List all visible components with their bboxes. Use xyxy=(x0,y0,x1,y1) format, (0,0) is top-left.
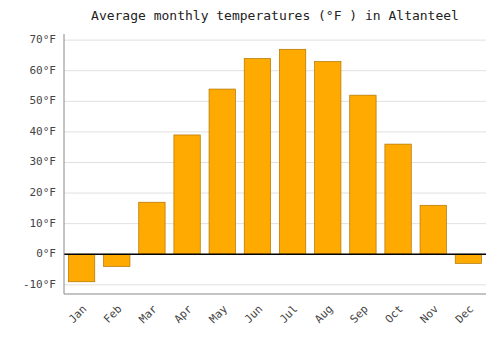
x-axis-line xyxy=(64,294,486,295)
x-tick-label: Jan xyxy=(66,303,89,326)
y-tick-label: -10°F xyxy=(23,278,56,291)
bar xyxy=(350,95,376,254)
grid-line xyxy=(64,284,486,285)
bar xyxy=(244,58,270,254)
zero-line xyxy=(64,253,486,255)
y-axis-line xyxy=(64,34,65,294)
y-tick-label: 30°F xyxy=(30,155,57,168)
x-tick-label: Oct xyxy=(383,303,406,326)
bar xyxy=(455,254,481,263)
grid-line xyxy=(64,193,486,194)
y-tick-label: 40°F xyxy=(30,125,57,138)
x-tick-label: Feb xyxy=(101,303,124,326)
bar xyxy=(279,49,305,254)
y-tick-label: 50°F xyxy=(30,94,57,107)
x-tick-label: Aug xyxy=(312,303,335,326)
bar xyxy=(209,89,235,254)
bar xyxy=(174,135,200,254)
bar xyxy=(315,62,341,255)
grid-line xyxy=(64,70,486,71)
x-ticks: Jan Feb Mar Apr May Jun Jul Aug Sep Oct Nov Dec xyxy=(66,302,476,326)
x-tick-label: Mar xyxy=(136,302,160,326)
x-tick-label: Sep xyxy=(347,303,370,326)
y-tick-label: 0°F xyxy=(36,247,56,260)
bars xyxy=(68,49,481,281)
bar xyxy=(104,254,130,266)
chart-svg: -10°F 0°F 10°F 20°F 30°F 40°F 50°F 60°F 70°F Jan F… xyxy=(0,0,500,350)
bar xyxy=(68,254,94,282)
grid-line xyxy=(64,101,486,102)
x-tick-label: Jun xyxy=(242,303,265,326)
y-tick-label: 70°F xyxy=(30,33,57,46)
grid xyxy=(64,40,486,285)
grid-line xyxy=(64,131,486,132)
y-ticks: -10°F 0°F 10°F 20°F 30°F 40°F 50°F 60°F 70°F xyxy=(23,33,56,291)
x-tick-label: Dec xyxy=(453,303,476,326)
grid-line xyxy=(64,162,486,163)
x-tick-label: Nov xyxy=(418,302,442,326)
grid-line xyxy=(64,254,486,255)
grid-line xyxy=(64,40,486,41)
x-tick-label: Jul xyxy=(277,303,300,326)
bar xyxy=(139,202,165,254)
chart-container: -10°F 0°F 10°F 20°F 30°F 40°F 50°F 60°F 70°F Jan F… xyxy=(0,0,500,350)
title: Average monthly temperatures (°F ) in Al… xyxy=(91,8,459,23)
x-tick-label: May xyxy=(207,302,231,326)
bar xyxy=(420,205,446,254)
y-tick-label: 20°F xyxy=(30,186,57,199)
x-tick-label: Apr xyxy=(172,302,196,326)
y-tick-label: 60°F xyxy=(30,64,57,77)
bar xyxy=(385,144,411,254)
background xyxy=(0,0,500,350)
y-tick-label: 10°F xyxy=(30,217,57,230)
